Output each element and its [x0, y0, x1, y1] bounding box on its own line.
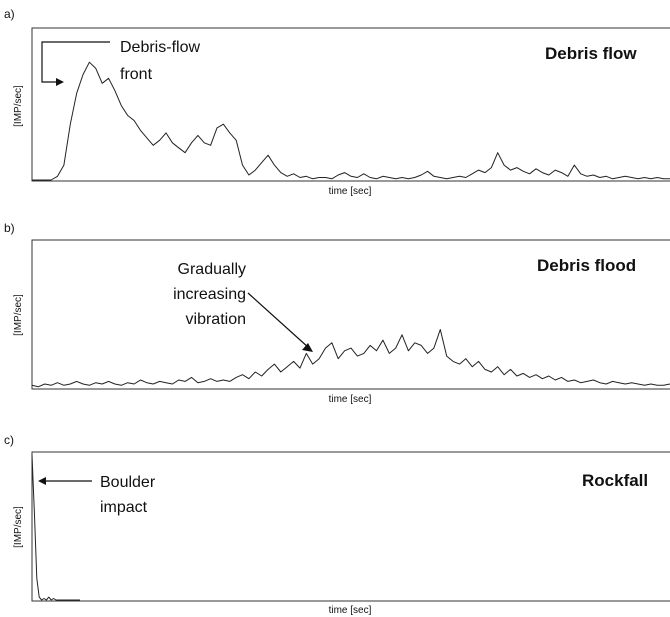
panel-b-annotation-line2: increasing	[173, 286, 246, 303]
panel-b-annotation-arrow	[247, 292, 310, 349]
panel-b-label: b)	[4, 221, 15, 235]
panel-a-label: a)	[4, 7, 15, 21]
panel-c: c) [IMP/sec] time [sec] Rockfall Boulder…	[4, 433, 670, 616]
panel-b-annotation-line3: vibration	[186, 311, 246, 328]
panel-c-frame	[31, 451, 670, 602]
panel-c-label: c)	[4, 433, 14, 447]
panel-a-annotation-arrow	[41, 41, 110, 83]
panel-b-ylabel: [IMP/sec]	[13, 294, 24, 336]
panel-c-arrowhead	[38, 477, 46, 485]
panel-b-xlabel: time [sec]	[329, 394, 372, 405]
panel-c-trace	[31, 454, 80, 601]
panel-b-annotation-line1: Gradually	[178, 261, 246, 278]
panel-b-frame	[31, 239, 670, 390]
panel-b-arrowhead	[302, 343, 313, 352]
panel-a-trace	[32, 61, 670, 181]
panel-b: b) [IMP/sec] time [sec] Debris flood Gra…	[4, 221, 670, 405]
panel-c-annotation-line2: impact	[100, 499, 148, 516]
panel-a-annotation-line2: front	[120, 66, 153, 83]
panel-a-annotation-line1: Debris-flow	[120, 39, 200, 56]
panel-c-annotation-line1: Boulder	[100, 474, 156, 491]
panel-c-xlabel: time [sec]	[329, 605, 372, 616]
panel-b-trace	[31, 329, 670, 388]
panel-a-frame	[31, 27, 670, 182]
panel-a: a) [IMP/sec] time [sec] Debris flow Debr…	[4, 7, 670, 197]
panel-a-title: Debris flow	[545, 44, 637, 63]
panel-c-title: Rockfall	[582, 471, 648, 490]
panel-a-arrowhead	[56, 78, 64, 86]
panel-b-title: Debris flood	[537, 256, 636, 275]
panel-a-ylabel: [IMP/sec]	[13, 85, 24, 127]
panel-c-ylabel: [IMP/sec]	[13, 506, 24, 548]
panel-a-xlabel: time [sec]	[329, 186, 372, 197]
